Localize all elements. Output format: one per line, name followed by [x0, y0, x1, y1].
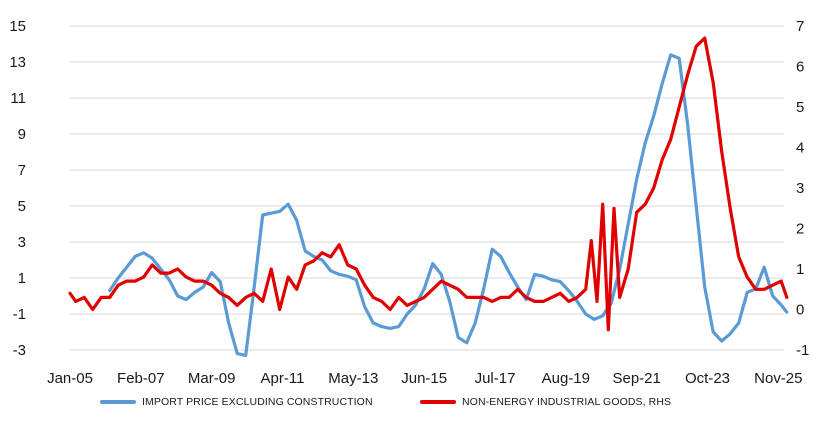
left-tick-label: 9 [18, 126, 26, 143]
series-layer [68, 36, 789, 357]
left-tick-label: 3 [18, 234, 26, 251]
legend-item-import-price: IMPORT PRICE EXCLUDING CONSTRUCTION [100, 396, 373, 408]
x-tick-label: Jul-17 [475, 370, 516, 387]
series-line-import-price [108, 53, 789, 357]
left-tick-label: 11 [10, 90, 26, 107]
legend-swatch-non-energy [420, 400, 456, 404]
x-tick-label: Oct-23 [685, 370, 730, 387]
left-tick-label: 7 [18, 162, 26, 179]
right-tick-label: 7 [796, 18, 804, 35]
x-axis: Jan-05 Feb-07 Mar-09 Apr-11 May-13 Jun-15 Jul-… [47, 370, 802, 387]
right-axis: 7 6 5 4 3 2 1 0 -1 [796, 18, 809, 359]
x-tick-label: Mar-09 [188, 370, 236, 387]
x-tick-label: May-13 [328, 370, 378, 387]
x-tick-label: Aug-19 [542, 370, 590, 387]
left-axis: 15 13 11 9 7 5 3 1 -1 -3 [9, 18, 26, 359]
left-tick-label: 5 [18, 198, 26, 215]
right-tick-label: 1 [796, 261, 804, 278]
left-tick-label: 13 [9, 54, 26, 71]
x-tick-label: Sep-21 [612, 370, 660, 387]
right-tick-label: 6 [796, 59, 804, 76]
left-tick-label: 15 [9, 18, 26, 35]
right-tick-label: 0 [796, 302, 804, 319]
x-tick-label: Nov-25 [754, 370, 802, 387]
right-tick-label: 4 [796, 140, 804, 157]
legend-item-non-energy: NON-ENERGY INDUSTRIAL GOODS, RHS [420, 396, 671, 408]
series-line-non-energy [68, 36, 789, 332]
legend-label-import-price: IMPORT PRICE EXCLUDING CONSTRUCTION [142, 396, 373, 408]
left-tick-label: -3 [13, 342, 26, 359]
left-tick-label: -1 [13, 306, 26, 323]
gridlines [70, 25, 784, 351]
right-tick-label: 5 [796, 99, 804, 116]
x-tick-label: Jun-15 [401, 370, 447, 387]
legend-swatch-import-price [100, 400, 136, 404]
left-tick-label: 1 [18, 270, 26, 287]
legend-label-non-energy: NON-ENERGY INDUSTRIAL GOODS, RHS [462, 396, 672, 408]
x-tick-label: Feb-07 [117, 370, 165, 387]
right-tick-label: 2 [796, 221, 804, 238]
right-tick-label: -1 [796, 342, 809, 359]
x-tick-label: Apr-11 [261, 370, 305, 387]
right-tick-label: 3 [796, 180, 804, 197]
legend: IMPORT PRICE EXCLUDING CONSTRUCTION NON-… [0, 396, 830, 418]
x-tick-label: Jan-05 [47, 370, 93, 387]
